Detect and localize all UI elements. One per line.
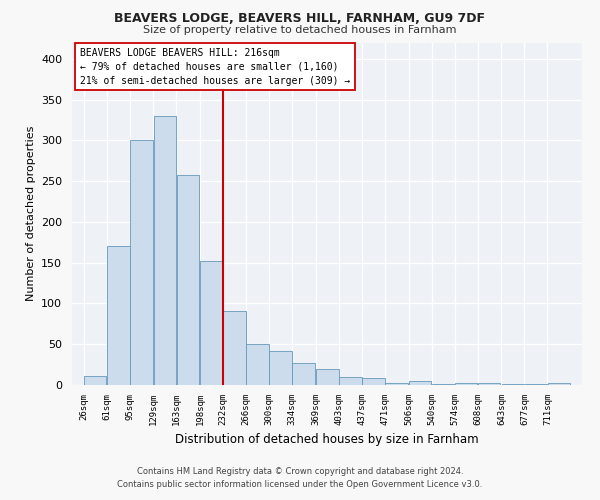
Bar <box>154 116 176 385</box>
Bar <box>84 376 106 385</box>
Bar <box>478 384 500 385</box>
Bar <box>316 368 338 385</box>
Text: BEAVERS LODGE, BEAVERS HILL, FARNHAM, GU9 7DF: BEAVERS LODGE, BEAVERS HILL, FARNHAM, GU… <box>115 12 485 26</box>
Bar <box>385 382 408 385</box>
Bar <box>362 378 385 385</box>
Bar <box>223 311 246 385</box>
Y-axis label: Number of detached properties: Number of detached properties <box>26 126 35 302</box>
Text: Size of property relative to detached houses in Farnham: Size of property relative to detached ho… <box>143 25 457 35</box>
Bar <box>292 363 315 385</box>
Text: BEAVERS LODGE BEAVERS HILL: 216sqm
← 79% of detached houses are smaller (1,160)
: BEAVERS LODGE BEAVERS HILL: 216sqm ← 79%… <box>80 48 350 86</box>
X-axis label: Distribution of detached houses by size in Farnham: Distribution of detached houses by size … <box>175 433 479 446</box>
Bar <box>524 384 547 385</box>
Bar <box>409 381 431 385</box>
Bar <box>432 384 454 385</box>
Bar <box>502 384 524 385</box>
Bar <box>455 382 478 385</box>
Bar <box>339 377 362 385</box>
Bar <box>176 176 199 385</box>
Bar <box>246 344 269 385</box>
Bar <box>548 384 570 385</box>
Bar <box>130 140 153 385</box>
Text: Contains HM Land Registry data © Crown copyright and database right 2024.
Contai: Contains HM Land Registry data © Crown c… <box>118 468 482 489</box>
Bar <box>107 246 130 385</box>
Bar <box>269 351 292 385</box>
Bar <box>200 261 223 385</box>
